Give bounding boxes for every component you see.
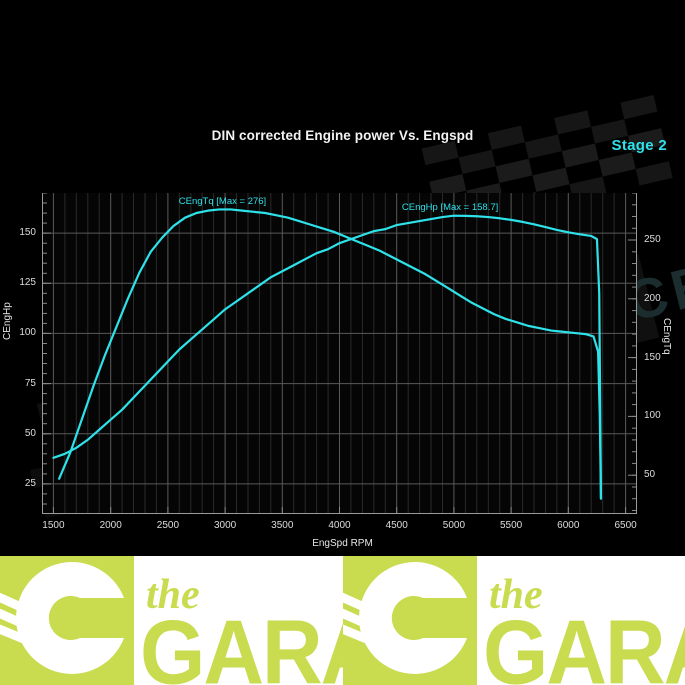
- series-line-power: [52, 214, 603, 500]
- y-tick-left-125: 125: [19, 277, 36, 289]
- logo-word-the: the: [489, 572, 543, 618]
- y-tick-right-100: 100: [644, 410, 661, 422]
- x-tick-3500: 3500: [271, 520, 294, 531]
- x-tick-2000: 2000: [99, 520, 122, 531]
- y-axis-left-title: CEngHp: [2, 302, 13, 340]
- x-tick-4500: 4500: [385, 520, 408, 531]
- logo-word-garage: GARAGE: [483, 601, 685, 685]
- x-tick-5500: 5500: [499, 520, 523, 531]
- x-axis-title: EngSpd RPM: [312, 538, 373, 549]
- y-axis-right-title: CEngTq: [661, 318, 672, 355]
- series-line-torque: [58, 208, 603, 500]
- gridlines-major: [42, 193, 637, 514]
- x-tick-6500: 6500: [614, 520, 637, 531]
- series-label-cenghp: CEngHp [Max = 158.7]: [401, 201, 499, 213]
- plot-svg: [42, 193, 637, 514]
- logo-word-garage: GARAGE: [140, 601, 343, 685]
- garage-logo: theGARAGE: [332, 556, 685, 685]
- plot-area: [42, 193, 637, 514]
- y-tick-right-150: 150: [644, 351, 661, 363]
- footer-logo-band: theGARAGEtheGARAGE: [0, 556, 685, 685]
- x-tick-2500: 2500: [156, 520, 180, 531]
- y-tick-left-150: 150: [19, 227, 36, 239]
- x-tick-6000: 6000: [557, 520, 580, 531]
- y-tick-right-200: 200: [644, 292, 661, 304]
- stage-badge: Stage 2: [611, 137, 667, 154]
- y-tick-left-100: 100: [19, 327, 36, 339]
- x-tick-5000: 5000: [442, 520, 466, 531]
- x-tick-3000: 3000: [213, 520, 237, 531]
- gridlines-minor: [42, 193, 637, 514]
- y-tick-right-50: 50: [644, 469, 656, 481]
- logo-word-the: the: [146, 572, 200, 618]
- series-label-cengtq: CEngTq [Max = 276]: [178, 195, 267, 207]
- y-tick-right-250: 250: [644, 234, 661, 245]
- y-tick-left-75: 75: [24, 377, 36, 389]
- axis-frame: [42, 193, 637, 514]
- x-tick-1500: 1500: [42, 520, 65, 531]
- axis-ticks-bottom: [52, 507, 627, 514]
- axis-ticks-left: [42, 193, 51, 514]
- chart-region: PERFORMANCE DIN corrected Engine power V…: [2, 95, 685, 549]
- y-tick-left-25: 25: [24, 477, 36, 489]
- axis-ticks-right: [628, 193, 637, 511]
- y-tick-left-50: 50: [24, 427, 36, 439]
- page-title: DIN corrected Engine power Vs. Engspd: [211, 128, 474, 143]
- garage-logo: theGARAGE: [0, 556, 499, 685]
- x-tick-4000: 4000: [328, 520, 351, 531]
